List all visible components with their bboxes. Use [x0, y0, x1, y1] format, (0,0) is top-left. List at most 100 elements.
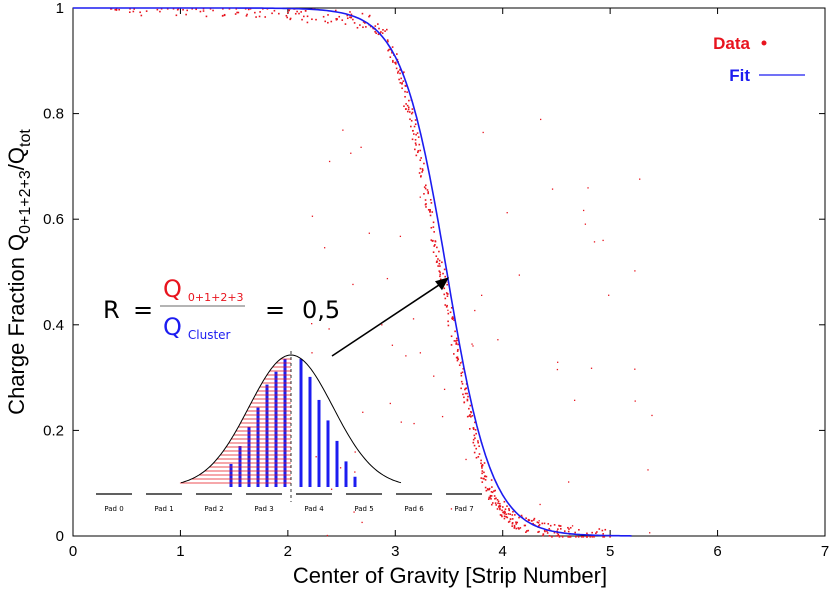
data-point — [375, 32, 377, 35]
y-tick-label: 0.2 — [43, 422, 64, 439]
data-point — [322, 15, 325, 18]
data-point — [145, 10, 148, 12]
data-point — [450, 335, 453, 338]
y-axis-label-sub: 0+1+2+3 — [17, 170, 34, 234]
data-point — [580, 536, 583, 538]
data-point — [368, 15, 370, 18]
data-point-outlier — [551, 188, 554, 190]
data-point — [245, 15, 248, 17]
data-point — [536, 521, 539, 524]
data-point — [286, 16, 289, 19]
data-point — [430, 226, 433, 229]
data-point — [437, 258, 439, 260]
data-point — [352, 18, 354, 21]
data-points — [109, 8, 653, 538]
data-point — [417, 136, 420, 138]
data-point — [542, 534, 544, 537]
data-point — [415, 144, 417, 146]
blue-region-bar — [299, 358, 303, 487]
data-point — [604, 528, 607, 531]
data-point — [447, 293, 449, 295]
data-point — [561, 536, 564, 538]
data-point — [404, 84, 407, 87]
data-point — [494, 489, 496, 492]
data-point — [315, 18, 317, 21]
data-point — [548, 527, 551, 530]
data-point — [439, 278, 442, 281]
data-point — [445, 292, 448, 294]
data-point — [451, 317, 453, 320]
data-point — [427, 191, 429, 193]
data-point — [468, 428, 471, 430]
data-point — [558, 534, 560, 537]
data-point — [407, 106, 410, 109]
red-region-bar — [238, 446, 242, 487]
data-point — [504, 511, 506, 514]
data-point — [418, 172, 421, 174]
data-point-outlier — [330, 488, 333, 490]
data-point — [414, 139, 417, 141]
data-point — [404, 108, 407, 110]
data-point — [515, 521, 517, 524]
data-point — [491, 486, 493, 488]
data-point — [532, 519, 535, 521]
data-point — [350, 13, 353, 16]
data-point — [508, 509, 511, 512]
data-point — [489, 494, 492, 497]
data-point-outlier — [634, 400, 636, 402]
data-point — [470, 415, 472, 418]
data-point — [556, 530, 559, 532]
data-point — [425, 203, 427, 205]
data-point — [513, 526, 516, 528]
data-point — [369, 25, 372, 28]
data-point — [474, 421, 476, 424]
data-point — [472, 427, 475, 429]
data-point — [432, 226, 435, 228]
data-point — [396, 72, 399, 74]
data-point — [377, 23, 379, 25]
data-point — [491, 502, 494, 504]
data-point — [558, 536, 561, 538]
data-point-outlier — [353, 511, 355, 513]
data-point — [481, 481, 484, 483]
data-point — [338, 15, 341, 18]
data-point — [487, 488, 489, 491]
data-point — [254, 11, 256, 14]
data-point — [575, 536, 577, 538]
data-point — [387, 49, 389, 52]
data-point — [464, 388, 466, 391]
data-point — [499, 507, 501, 510]
data-point — [569, 536, 572, 538]
data-point-outlier — [481, 294, 483, 297]
data-point-outlier — [413, 422, 415, 425]
data-point-outlier — [582, 209, 585, 212]
data-point — [519, 527, 522, 529]
data-point — [140, 14, 143, 17]
data-point — [475, 447, 478, 450]
data-point — [484, 486, 487, 489]
data-point — [468, 407, 470, 410]
cluster-inset: Pad 0 Pad 1 Pad 2 Pad 3 Pad 4 Pad 5 Pad 6 Pad 7 — [96, 351, 482, 513]
data-point — [264, 16, 267, 18]
data-point — [296, 10, 298, 13]
data-point — [429, 209, 431, 211]
data-point — [430, 239, 433, 241]
x-tick-label: 7 — [821, 543, 829, 560]
blue-region-bar — [317, 399, 321, 487]
data-point — [434, 240, 437, 243]
data-point-outlier — [339, 467, 342, 469]
data-point — [483, 478, 485, 480]
data-point-outlier — [443, 388, 446, 391]
data-point — [421, 171, 423, 173]
data-point — [391, 46, 394, 48]
data-point — [609, 536, 611, 538]
data-point — [455, 343, 457, 345]
x-tick-label: 3 — [391, 543, 399, 560]
data-point — [443, 268, 446, 271]
formula-value: 0,5 — [302, 296, 340, 324]
data-point — [415, 154, 418, 157]
data-point-outlier — [368, 232, 370, 234]
data-point — [159, 10, 161, 13]
data-point — [427, 208, 430, 211]
data-point — [456, 359, 459, 362]
